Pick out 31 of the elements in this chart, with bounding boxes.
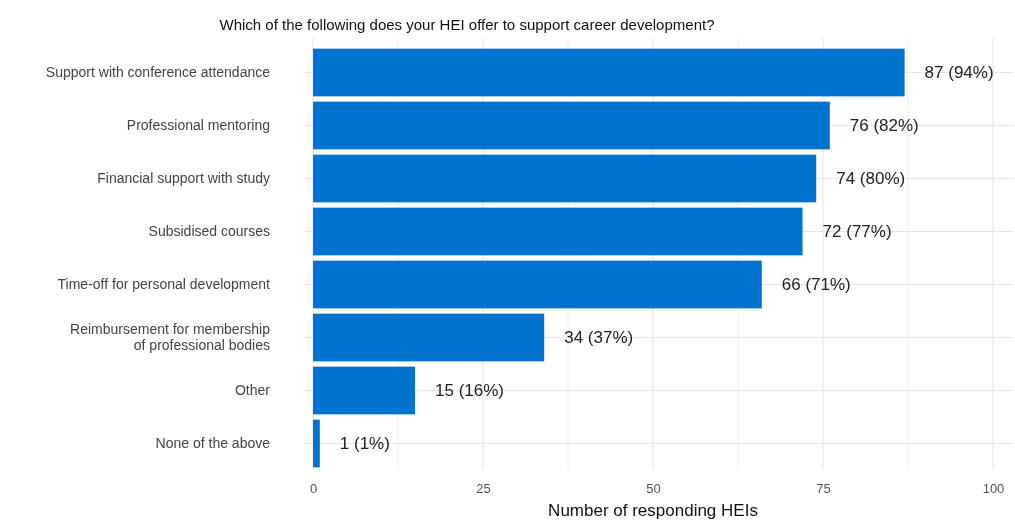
- data-label: 72 (77%): [822, 222, 892, 242]
- x-tick-label: 100: [982, 481, 1005, 497]
- x-tick-label: 75: [816, 481, 831, 497]
- bar: [313, 260, 762, 309]
- y-tick-label: Time-off for personal development: [57, 276, 271, 293]
- bar: [313, 366, 415, 415]
- bar: [313, 154, 817, 203]
- data-label: 87 (94%): [924, 63, 994, 83]
- bar: [313, 207, 803, 256]
- bar: [313, 48, 905, 97]
- y-tick-label: None of the above: [155, 435, 271, 452]
- chart-title: Which of the following does your HEI offer to support career development?: [219, 16, 715, 33]
- y-tick-label: Support with conference attendance: [45, 64, 271, 81]
- x-axis-title: Number of responding HEIs: [548, 501, 758, 520]
- y-tick-label: Reimbursement for membership of professional bodies: [70, 320, 271, 353]
- bar: [313, 313, 545, 362]
- bar: [313, 419, 320, 468]
- data-label: 74 (80%): [836, 169, 906, 189]
- data-label: 76 (82%): [849, 116, 919, 136]
- y-tick-label: Other: [234, 382, 271, 399]
- x-tick-label: 50: [646, 481, 661, 497]
- bar: [313, 101, 830, 150]
- x-tick-label: 25: [476, 481, 491, 497]
- y-tick-label: Financial support with study: [97, 170, 270, 187]
- x-tick-label: 0: [309, 481, 318, 497]
- data-label: 15 (16%): [435, 381, 504, 401]
- data-label: 34 (37%): [564, 328, 634, 348]
- y-tick-label: Professional mentoring: [126, 117, 270, 134]
- data-label: 66 (71%): [781, 275, 851, 295]
- data-label: 1 (1%): [339, 434, 390, 454]
- y-tick-label: Subsidised courses: [148, 223, 270, 240]
